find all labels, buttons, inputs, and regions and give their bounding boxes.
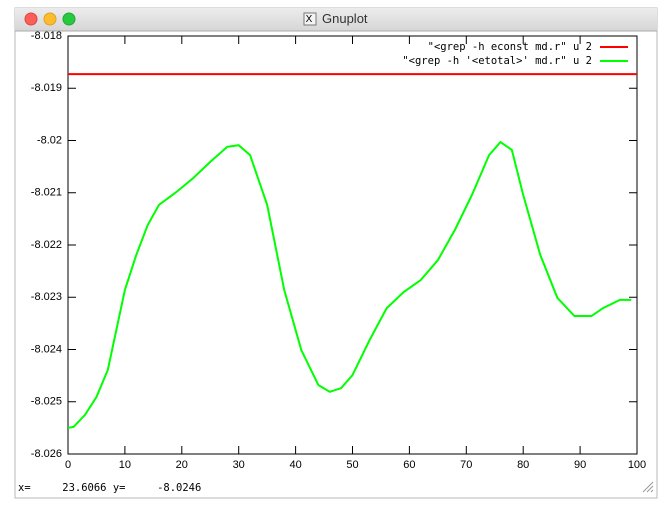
close-button[interactable] bbox=[24, 12, 38, 26]
x-tick-label: 90 bbox=[574, 459, 586, 471]
title-bar bbox=[15, 8, 657, 31]
series-line bbox=[67, 140, 632, 429]
x-tick-label: 0 bbox=[65, 459, 71, 471]
y-tick-label: -8.026 bbox=[31, 448, 62, 460]
y-tick-label: -8.022 bbox=[31, 239, 62, 251]
zoom-button[interactable] bbox=[62, 12, 76, 26]
y-tick-label: -8.021 bbox=[31, 187, 62, 199]
app-icon bbox=[303, 12, 317, 26]
y-tick-label: -8.023 bbox=[31, 291, 62, 303]
x-tick-label: 30 bbox=[233, 459, 245, 471]
status-bar: x= 23.6066 y= -8.0246 bbox=[18, 482, 201, 494]
minimize-button[interactable] bbox=[43, 12, 57, 26]
legend-label: "<grep -h econst md.r" u 2 bbox=[428, 41, 592, 53]
y-tick-label: -8.025 bbox=[31, 396, 62, 408]
x-tick-label: 40 bbox=[289, 459, 301, 471]
x-tick-label: 20 bbox=[176, 459, 188, 471]
app-icon-glyph: X bbox=[306, 14, 313, 25]
y-tick-label: -8.019 bbox=[31, 82, 62, 94]
resize-grip[interactable] bbox=[642, 481, 654, 493]
x-tick-label: 100 bbox=[628, 459, 646, 471]
x-tick-label: 80 bbox=[517, 459, 529, 471]
y-tick-label: -8.024 bbox=[31, 343, 62, 355]
y-tick-label: -8.018 bbox=[31, 30, 62, 42]
legend-label: "<grep -h '<etotal>' md.r" u 2 bbox=[402, 55, 592, 67]
x-tick-label: 50 bbox=[346, 459, 358, 471]
x-tick-label: 60 bbox=[403, 459, 415, 471]
x-tick-label: 70 bbox=[460, 459, 472, 471]
x-tick-label: 10 bbox=[119, 459, 131, 471]
window-title: Gnuplot bbox=[322, 11, 368, 26]
window-frame bbox=[14, 7, 658, 499]
y-tick-label: -8.02 bbox=[37, 134, 62, 146]
